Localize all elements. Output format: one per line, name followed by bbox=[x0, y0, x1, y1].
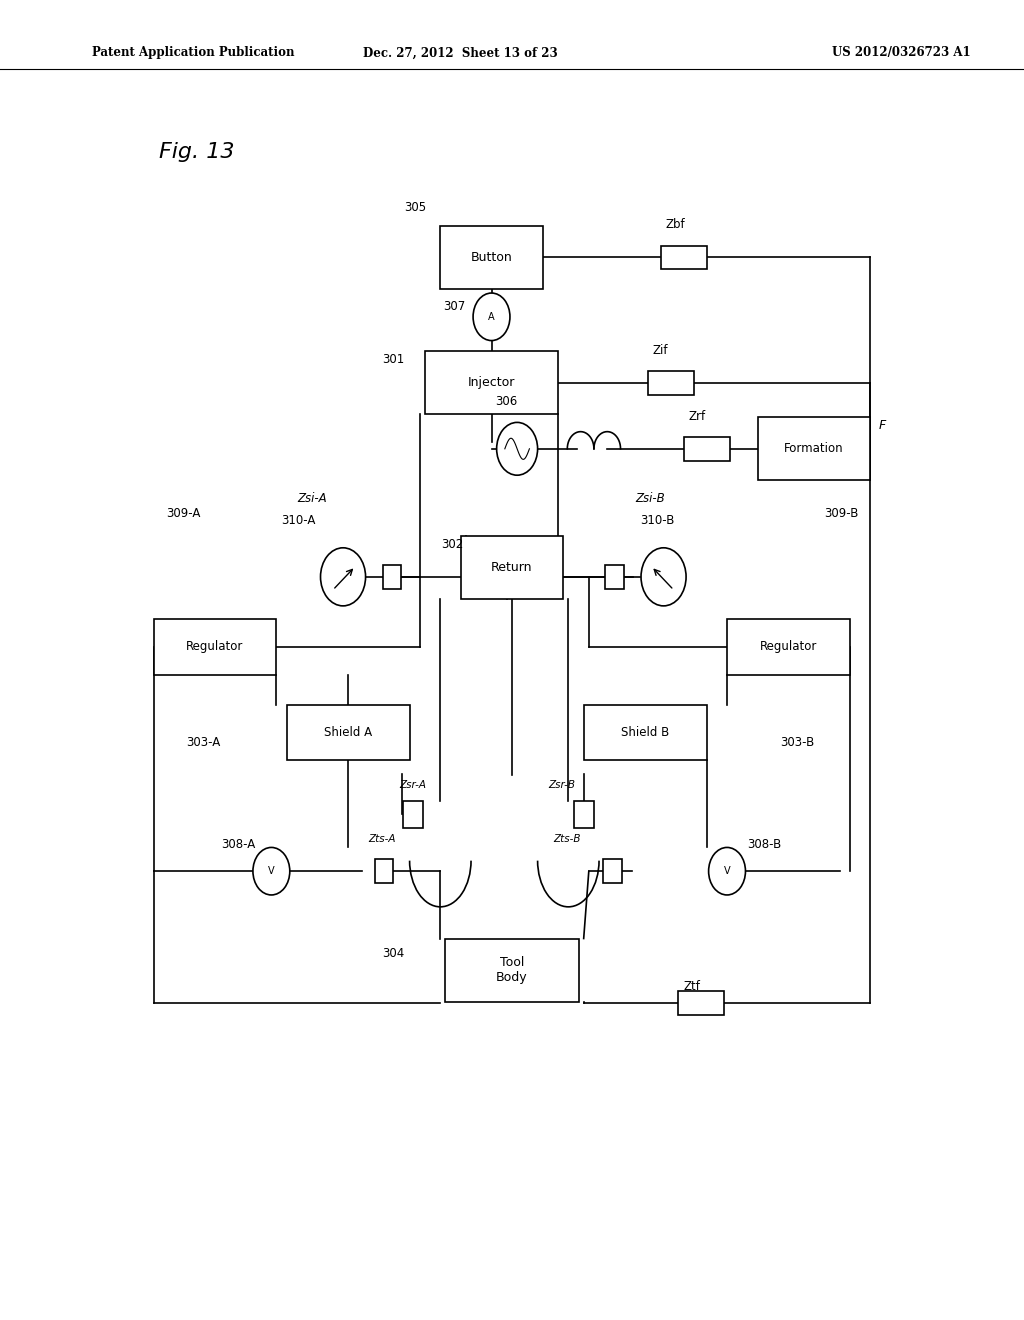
Text: 304: 304 bbox=[382, 946, 404, 960]
Bar bbox=[648, 371, 694, 395]
Text: 309-B: 309-B bbox=[824, 507, 859, 520]
FancyBboxPatch shape bbox=[758, 417, 870, 480]
Text: 301: 301 bbox=[382, 352, 404, 366]
FancyBboxPatch shape bbox=[154, 619, 276, 675]
FancyBboxPatch shape bbox=[425, 351, 558, 414]
Text: 308-B: 308-B bbox=[748, 838, 781, 851]
Bar bbox=[375, 859, 393, 883]
Circle shape bbox=[641, 548, 686, 606]
Text: Button: Button bbox=[471, 251, 512, 264]
Text: Zsi-A: Zsi-A bbox=[297, 491, 327, 504]
Text: Zsr-A: Zsr-A bbox=[399, 780, 426, 791]
FancyBboxPatch shape bbox=[461, 536, 563, 599]
Text: 310-B: 310-B bbox=[640, 513, 675, 527]
Text: Zsi-B: Zsi-B bbox=[635, 491, 665, 504]
Bar bbox=[383, 565, 401, 589]
Bar bbox=[662, 246, 708, 269]
FancyBboxPatch shape bbox=[584, 705, 707, 760]
Text: US 2012/0326723 A1: US 2012/0326723 A1 bbox=[831, 46, 971, 59]
Text: Shield A: Shield A bbox=[325, 726, 372, 739]
Text: 309-A: 309-A bbox=[166, 507, 201, 520]
Text: A: A bbox=[488, 312, 495, 322]
Text: 302: 302 bbox=[441, 537, 464, 550]
Text: V: V bbox=[268, 866, 274, 876]
Text: Ztf: Ztf bbox=[683, 979, 699, 993]
Circle shape bbox=[473, 293, 510, 341]
Text: Zrf: Zrf bbox=[688, 409, 706, 422]
FancyBboxPatch shape bbox=[727, 619, 850, 675]
FancyBboxPatch shape bbox=[287, 705, 410, 760]
Circle shape bbox=[253, 847, 290, 895]
Text: Dec. 27, 2012  Sheet 13 of 23: Dec. 27, 2012 Sheet 13 of 23 bbox=[364, 46, 558, 59]
Text: 308-A: 308-A bbox=[221, 838, 255, 851]
Text: 305: 305 bbox=[404, 201, 427, 214]
Bar bbox=[679, 991, 725, 1015]
Bar bbox=[605, 565, 624, 589]
Circle shape bbox=[497, 422, 538, 475]
Text: Formation: Formation bbox=[784, 442, 844, 455]
Text: 307: 307 bbox=[443, 300, 466, 313]
Text: 306: 306 bbox=[495, 395, 517, 408]
Bar bbox=[402, 800, 423, 829]
Text: Zts-A: Zts-A bbox=[369, 834, 396, 845]
Text: 303-B: 303-B bbox=[780, 735, 814, 748]
Circle shape bbox=[709, 847, 745, 895]
Text: Injector: Injector bbox=[468, 376, 515, 389]
Text: Shield B: Shield B bbox=[621, 726, 670, 739]
Text: Regulator: Regulator bbox=[760, 640, 817, 653]
Text: V: V bbox=[724, 866, 730, 876]
FancyBboxPatch shape bbox=[440, 226, 543, 289]
Text: Return: Return bbox=[492, 561, 532, 574]
Text: Zbf: Zbf bbox=[666, 218, 685, 231]
Bar bbox=[573, 800, 594, 829]
Text: Patent Application Publication: Patent Application Publication bbox=[92, 46, 295, 59]
Circle shape bbox=[321, 548, 366, 606]
Text: F: F bbox=[879, 418, 886, 432]
Bar bbox=[684, 437, 729, 461]
FancyBboxPatch shape bbox=[445, 939, 579, 1002]
Text: Tool
Body: Tool Body bbox=[497, 956, 527, 985]
Text: 310-A: 310-A bbox=[282, 513, 316, 527]
Text: Zif: Zif bbox=[652, 343, 668, 356]
Text: Regulator: Regulator bbox=[186, 640, 244, 653]
Text: Fig. 13: Fig. 13 bbox=[159, 141, 234, 162]
Text: Zts-B: Zts-B bbox=[553, 834, 581, 845]
Bar bbox=[603, 859, 622, 883]
Text: 303-A: 303-A bbox=[186, 735, 220, 748]
Text: Zsr-B: Zsr-B bbox=[548, 780, 574, 791]
